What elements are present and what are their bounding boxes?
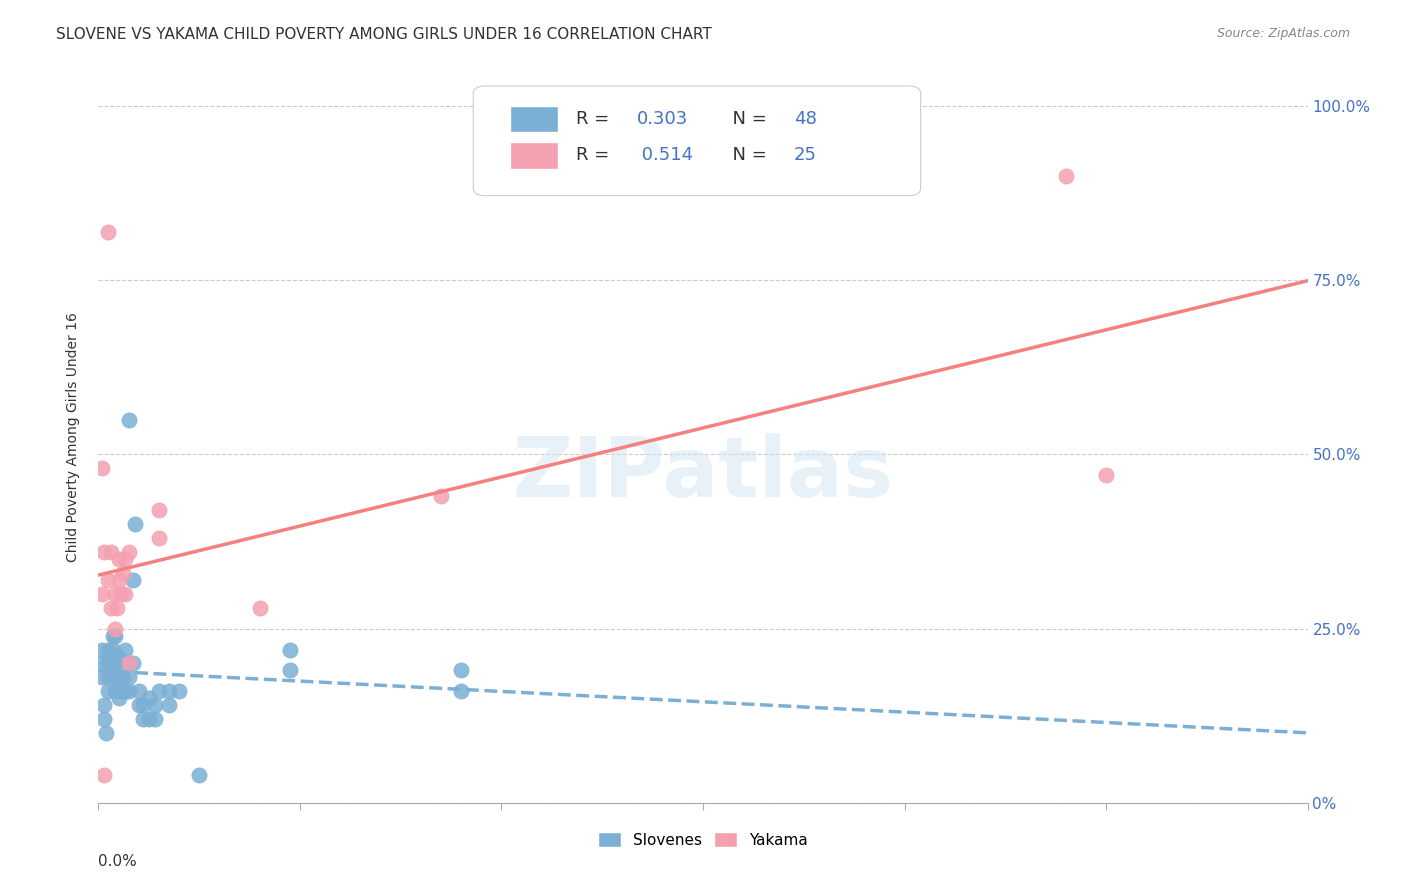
Point [148, 503, 170, 517]
Text: Source: ZipAtlas.com: Source: ZipAtlas.com [1216, 27, 1350, 40]
Point [278, 664, 301, 678]
Point [138, 691, 160, 706]
Point [93, 545, 115, 559]
Point [97, 657, 120, 671]
Point [143, 698, 166, 713]
Point [249, 600, 271, 615]
Point [103, 629, 125, 643]
Point [121, 573, 143, 587]
Point [111, 684, 134, 698]
Point [138, 712, 160, 726]
Point [107, 649, 129, 664]
Point [118, 657, 141, 671]
FancyBboxPatch shape [509, 143, 558, 169]
Point [101, 629, 124, 643]
Text: N =: N = [721, 110, 773, 128]
Point [114, 684, 136, 698]
Point [105, 600, 128, 615]
Point [1054, 169, 1077, 183]
Point [101, 657, 124, 671]
Text: ZIPatlas: ZIPatlas [513, 434, 893, 514]
Text: 25: 25 [793, 146, 817, 164]
Text: SLOVENE VS YAKAMA CHILD POVERTY AMONG GIRLS UNDER 16 CORRELATION CHART: SLOVENE VS YAKAMA CHILD POVERTY AMONG GI… [56, 27, 711, 42]
Text: 48: 48 [793, 110, 817, 128]
Text: R =: R = [576, 146, 614, 164]
Point [103, 587, 125, 601]
Point [100, 600, 122, 615]
Point [111, 566, 134, 580]
Point [157, 684, 180, 698]
Point [128, 684, 150, 698]
Point [103, 670, 125, 684]
Point [114, 552, 136, 566]
Point [118, 684, 141, 698]
Text: 0.0%: 0.0% [98, 854, 138, 869]
Point [97, 642, 120, 657]
Point [91, 657, 114, 671]
Point [93, 768, 115, 782]
Point [167, 684, 190, 698]
Point [132, 712, 155, 726]
Point [107, 573, 129, 587]
Point [101, 642, 124, 657]
Point [143, 712, 166, 726]
Point [118, 545, 141, 559]
Point [118, 670, 141, 684]
Point [97, 670, 120, 684]
Point [450, 664, 472, 678]
Point [107, 664, 129, 678]
Point [1095, 468, 1118, 483]
Point [103, 684, 125, 698]
Point [107, 691, 129, 706]
Point [100, 545, 122, 559]
Point [430, 489, 453, 503]
Point [114, 587, 136, 601]
FancyBboxPatch shape [474, 86, 921, 195]
Point [157, 698, 180, 713]
Point [103, 622, 125, 636]
Legend: Slovenes, Yakama: Slovenes, Yakama [592, 825, 814, 854]
Point [148, 684, 170, 698]
Point [450, 684, 472, 698]
Text: R =: R = [576, 110, 614, 128]
Point [93, 712, 115, 726]
Point [188, 768, 211, 782]
Point [97, 225, 120, 239]
Text: N =: N = [721, 146, 773, 164]
Point [114, 642, 136, 657]
Point [97, 684, 120, 698]
Point [107, 677, 129, 691]
Point [111, 670, 134, 684]
Point [110, 587, 132, 601]
Point [91, 642, 114, 657]
Point [128, 698, 150, 713]
Point [107, 552, 129, 566]
Point [121, 657, 143, 671]
Point [91, 461, 114, 475]
Point [124, 517, 146, 532]
Text: 0.303: 0.303 [637, 110, 688, 128]
Point [148, 531, 170, 545]
Point [97, 573, 120, 587]
Point [93, 698, 115, 713]
FancyBboxPatch shape [509, 106, 558, 132]
Point [132, 698, 155, 713]
Point [118, 412, 141, 426]
Point [91, 670, 114, 684]
Text: 0.514: 0.514 [637, 146, 693, 164]
Point [91, 587, 114, 601]
Y-axis label: Child Poverty Among Girls Under 16: Child Poverty Among Girls Under 16 [66, 312, 80, 562]
Point [103, 657, 125, 671]
Point [96, 726, 118, 740]
Point [278, 642, 301, 657]
